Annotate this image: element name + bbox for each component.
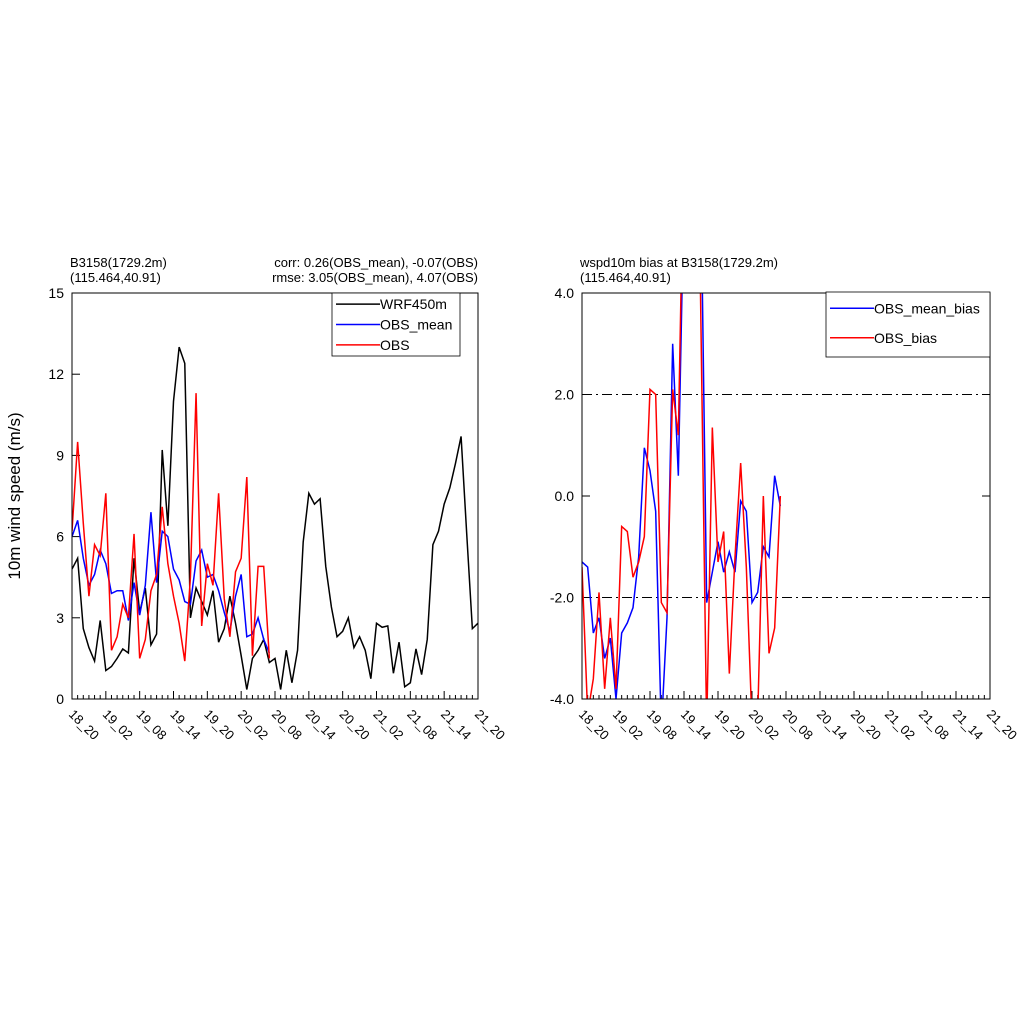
- panel-title: (115.464,40.91): [70, 270, 161, 285]
- x-tick-label: 18_20: [576, 707, 612, 743]
- y-tick-label: 9: [56, 447, 64, 463]
- x-tick-label: 18_20: [66, 707, 102, 743]
- x-tick-label: 20_08: [269, 707, 305, 743]
- x-tick-label: 19_14: [167, 707, 203, 743]
- series-line: [72, 346, 478, 690]
- panel-title: B3158(1729.2m): [70, 255, 167, 270]
- plot-frame: [581, 292, 991, 700]
- y-tick-label: -2.0: [550, 590, 574, 606]
- x-tick-label: 20_20: [848, 707, 884, 743]
- x-tick-label: 19_14: [678, 707, 714, 743]
- plot-frame: [71, 292, 479, 700]
- y-tick-label: 0: [56, 691, 64, 707]
- panel-title: wspd10m bias at B3158(1729.2m): [579, 255, 778, 270]
- y-tick-label: 15: [48, 285, 64, 301]
- x-tick-label: 20_02: [235, 707, 271, 743]
- x-tick-label: 20_08: [780, 707, 816, 743]
- x-tick-label: 19_20: [712, 707, 748, 743]
- x-tick-label: 19_02: [100, 707, 136, 743]
- legend-box: [825, 291, 991, 358]
- y-tick-label: 6: [56, 529, 64, 545]
- x-tick-label: 21_14: [950, 707, 986, 743]
- x-tick-label: 19_02: [610, 707, 646, 743]
- x-tick-label: 19_08: [644, 707, 680, 743]
- x-tick-label: 20_20: [337, 707, 373, 743]
- series-line: [72, 393, 271, 662]
- stats-text: corr: 0.26(OBS_mean), -0.07(OBS): [274, 255, 478, 270]
- series-line: [582, 293, 782, 699]
- y-axis-label: 10m wind speed (m/s): [5, 412, 24, 579]
- legend-label: OBS_mean_bias: [874, 300, 980, 316]
- x-tick-label: 21_20: [984, 707, 1020, 743]
- x-tick-label: 21_20: [472, 707, 508, 743]
- y-tick-label: 12: [48, 366, 64, 382]
- y-tick-label: 2.0: [555, 387, 575, 403]
- y-tick-label: 3: [56, 610, 64, 626]
- y-tick-label: 0.0: [555, 488, 575, 504]
- x-tick-label: 20_14: [814, 707, 850, 743]
- x-tick-label: 19_20: [201, 707, 237, 743]
- stats-text: rmse: 3.05(OBS_mean), 4.07(OBS): [272, 270, 478, 285]
- series-line: [582, 293, 782, 699]
- x-tick-label: 19_08: [134, 707, 170, 743]
- x-tick-label: 21_14: [438, 707, 474, 743]
- y-tick-label: 4.0: [555, 285, 575, 301]
- x-tick-label: 21_02: [882, 707, 918, 743]
- series-line: [72, 512, 271, 654]
- legend-label: OBS_mean: [380, 317, 452, 333]
- legend-label: OBS_bias: [874, 330, 937, 346]
- x-tick-label: 20_02: [746, 707, 782, 743]
- x-tick-label: 21_08: [404, 707, 440, 743]
- legend-label: OBS: [380, 337, 410, 353]
- x-tick-label: 20_14: [303, 707, 339, 743]
- legend-label: WRF450m: [380, 296, 447, 312]
- x-tick-label: 21_08: [916, 707, 952, 743]
- panel-title: (115.464,40.91): [580, 270, 671, 285]
- x-tick-label: 21_02: [370, 707, 406, 743]
- y-tick-label: -4.0: [550, 691, 574, 707]
